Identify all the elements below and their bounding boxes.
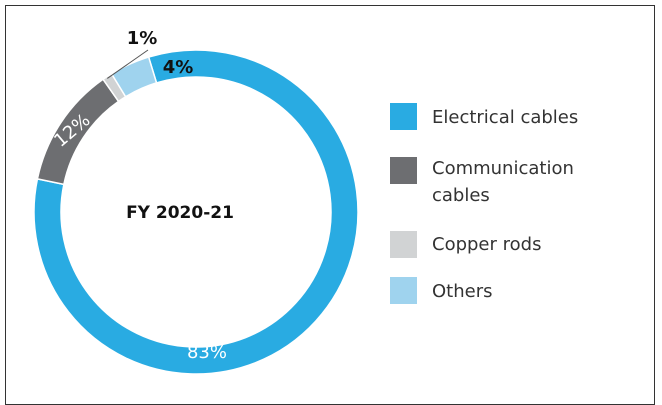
leader-line-copper-rods <box>107 49 149 79</box>
legend-label-communication-cables: Communication cables <box>432 158 580 206</box>
legend-swatch-communication-cables <box>390 157 417 184</box>
slice-label-others: 4% <box>163 57 194 78</box>
donut-slices <box>33 49 359 375</box>
slice-electrical-cables <box>33 49 359 375</box>
legend-swatch-electrical-cables <box>390 103 417 130</box>
legend-label-copper-rods: Copper rods <box>432 234 541 255</box>
legend: Electrical cables Communication cables C… <box>390 103 580 304</box>
slice-label-copper-rods: 1% <box>127 28 158 49</box>
center-label: FY 2020-21 <box>126 203 234 223</box>
legend-label-electrical-cables: Electrical cables <box>432 107 578 128</box>
legend-label-communication-cables-line2: cables <box>432 185 490 206</box>
legend-label-others: Others <box>432 281 493 302</box>
legend-label-communication-cables-line1: Communication <box>432 158 574 179</box>
legend-swatch-copper-rods <box>390 231 417 258</box>
donut-chart: 83%12%1%4% FY 2020-21 Electrical cables … <box>33 28 580 375</box>
legend-swatch-others <box>390 277 417 304</box>
slice-label-electrical-cables: 83% <box>187 342 227 363</box>
